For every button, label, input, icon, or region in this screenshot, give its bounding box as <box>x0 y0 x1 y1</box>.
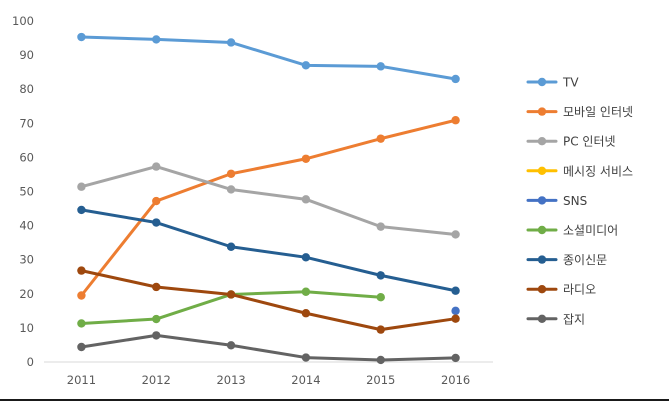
data-point-라디오 <box>152 282 161 292</box>
legend-label: SNS <box>563 194 587 208</box>
series-line-tv <box>79 35 458 81</box>
data-point-잡지 <box>226 341 236 350</box>
x-tick-label: 2011 <box>67 373 96 387</box>
x-tick-label: 2016 <box>441 373 470 387</box>
data-point-라디오 <box>451 314 460 323</box>
data-point-pc-인터넷 <box>376 222 385 231</box>
y-tick-label: 60 <box>19 150 34 164</box>
data-point-tv <box>226 38 236 47</box>
data-point-pc-인터넷 <box>301 195 311 204</box>
data-point-라디오 <box>77 266 86 275</box>
legend-label: 모바일 인터넷 <box>563 105 633 119</box>
data-point-잡지 <box>451 353 460 363</box>
data-point-종이신문 <box>301 253 311 262</box>
data-point-tv <box>451 74 460 84</box>
legend-label: 종이신문 <box>563 253 607 267</box>
data-point-종이신문 <box>77 205 86 215</box>
y-tick-label: 90 <box>19 48 34 62</box>
data-point-sns <box>451 306 460 316</box>
y-tick-label: 10 <box>19 321 34 335</box>
y-tick-label: 50 <box>19 185 34 199</box>
data-point-소셜미디어 <box>301 287 311 296</box>
data-point-종이신문 <box>376 271 385 280</box>
data-point-종이신문 <box>226 242 236 251</box>
data-point-잡지 <box>376 355 385 365</box>
series-line-라디오 <box>79 269 458 332</box>
y-tick-label: 0 <box>27 355 34 369</box>
data-point-모바일-인터넷 <box>451 116 460 125</box>
series-line-모바일-인터넷 <box>79 118 458 298</box>
legend-label: PC 인터넷 <box>563 135 616 149</box>
data-point-라디오 <box>226 290 236 299</box>
data-point-tv <box>152 35 161 44</box>
data-point-소셜미디어 <box>77 319 86 328</box>
legend-label: 잡지 <box>563 312 585 326</box>
data-point-종이신문 <box>451 286 460 295</box>
legend-swatch-marker <box>537 107 547 116</box>
x-tick-label: 2014 <box>291 373 320 387</box>
legend-swatch-marker <box>537 77 547 87</box>
data-point-모바일-인터넷 <box>301 154 311 163</box>
data-point-pc-인터넷 <box>451 230 460 239</box>
data-point-모바일-인터넷 <box>152 196 161 206</box>
x-tick-label: 2015 <box>366 373 395 387</box>
y-tick-label: 80 <box>19 82 34 96</box>
data-point-모바일-인터넷 <box>226 169 236 178</box>
data-point-잡지 <box>77 342 86 352</box>
legend-label: TV <box>562 76 579 90</box>
y-tick-label: 30 <box>19 253 34 267</box>
legend-swatch-marker <box>537 196 547 205</box>
legend-swatch-marker <box>537 137 547 146</box>
legend-swatch-marker <box>537 285 547 294</box>
data-point-소셜미디어 <box>152 314 161 324</box>
bottom-divider <box>0 399 669 401</box>
legend-swatch-marker <box>537 225 547 235</box>
series-line-잡지 <box>79 333 458 362</box>
data-point-모바일-인터넷 <box>376 134 385 143</box>
data-point-pc-인터넷 <box>152 162 161 171</box>
legend-swatch-marker <box>537 166 547 175</box>
y-tick-label: 40 <box>19 219 34 233</box>
y-tick-label: 100 <box>12 14 34 28</box>
y-tick-label: 70 <box>19 116 34 130</box>
series-line-종이신문 <box>79 208 458 293</box>
legend-label: 라디오 <box>563 283 596 297</box>
data-point-tv <box>77 32 86 42</box>
data-point-tv <box>301 61 311 70</box>
data-point-pc-인터넷 <box>77 182 86 191</box>
x-tick-label: 2013 <box>216 373 245 387</box>
data-point-라디오 <box>376 325 385 334</box>
legend-swatch-marker <box>537 255 547 264</box>
legend-label: 소셜미디어 <box>563 224 618 238</box>
data-point-소셜미디어 <box>376 293 385 302</box>
series-line-pc-인터넷 <box>79 165 458 236</box>
data-point-종이신문 <box>152 218 161 227</box>
data-point-tv <box>376 62 385 71</box>
data-point-잡지 <box>152 331 161 340</box>
legend-swatch-marker <box>537 314 547 323</box>
data-point-잡지 <box>301 353 311 362</box>
data-point-라디오 <box>301 309 311 318</box>
x-tick-label: 2012 <box>142 373 171 387</box>
legend-label: 메시징 서비스 <box>563 164 633 178</box>
data-point-모바일-인터넷 <box>77 291 86 300</box>
data-point-pc-인터넷 <box>226 185 236 194</box>
y-tick-label: 20 <box>19 287 34 301</box>
